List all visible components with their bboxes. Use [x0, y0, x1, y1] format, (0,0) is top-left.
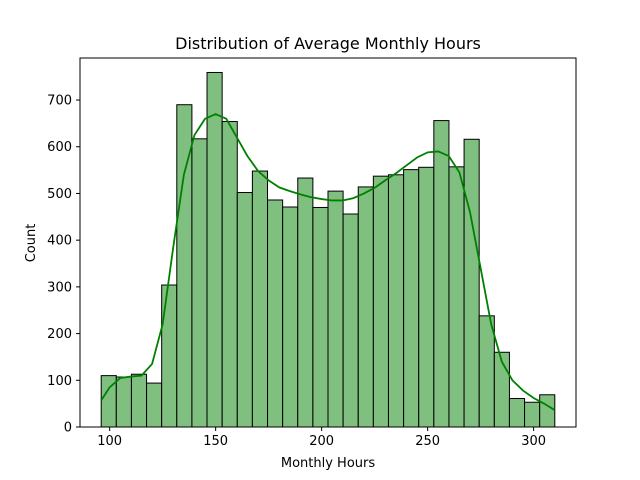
- histogram-bar-11: [267, 199, 284, 428]
- x-tick-label: 100: [97, 434, 122, 449]
- histogram-bar-24: [463, 138, 480, 428]
- y-tick-label: 200: [47, 327, 72, 342]
- x-tick-label: 200: [309, 434, 334, 449]
- histogram-bar-20: [403, 169, 420, 428]
- histogram-bar-22: [433, 120, 450, 428]
- histogram-bar-15: [327, 190, 344, 428]
- y-tick-label: 500: [47, 187, 72, 202]
- histogram-bar-19: [387, 174, 405, 428]
- histogram-bar-23: [448, 166, 465, 428]
- y-tick-label: 600: [47, 140, 72, 155]
- histogram-bar-29: [539, 394, 556, 428]
- y-axis-ticks: 0 100 200 300 400 500 600 700: [47, 94, 80, 436]
- y-axis-label: Count: [24, 224, 39, 263]
- histogram-bar-6: [191, 138, 208, 428]
- histogram-bar-7: [206, 71, 223, 428]
- kde-curve: [100, 113, 556, 411]
- y-tick-label: 300: [47, 280, 72, 295]
- histogram-bar-10: [251, 170, 269, 428]
- histogram-bar-16: [342, 213, 359, 428]
- histogram-bar-27: [508, 398, 526, 428]
- x-tick-label: 250: [415, 434, 440, 449]
- histogram-bar-17: [357, 186, 374, 428]
- histogram-bar-2: [130, 373, 148, 428]
- histogram-bar-25: [478, 315, 495, 428]
- histogram-bar-12: [282, 206, 299, 428]
- x-axis-label: Monthly Hours: [281, 456, 375, 471]
- plot-frame: [79, 57, 577, 428]
- x-tick-label: 300: [521, 434, 546, 449]
- x-axis-ticks: 100 150 200 250 300: [97, 427, 546, 449]
- y-tick-label: 0: [64, 421, 72, 436]
- histogram-bar-14: [312, 206, 329, 428]
- y-tick-label: 700: [47, 94, 72, 109]
- histogram-bar-18: [372, 175, 389, 428]
- histogram-bar-4: [161, 284, 178, 428]
- histogram-bar-13: [297, 177, 314, 428]
- histogram-bar-21: [418, 166, 435, 428]
- histogram-bar-9: [236, 192, 253, 428]
- histogram-bar-28: [524, 401, 541, 428]
- y-tick-label: 100: [47, 374, 72, 389]
- x-tick-label: 150: [203, 434, 228, 449]
- histogram-bar-1: [115, 376, 132, 428]
- chart-title: Distribution of Average Monthly Hours: [175, 34, 481, 53]
- y-tick-label: 400: [47, 234, 72, 249]
- histogram-bar-3: [146, 382, 163, 428]
- histogram-bars: [100, 71, 556, 428]
- histogram-bar-8: [221, 121, 238, 428]
